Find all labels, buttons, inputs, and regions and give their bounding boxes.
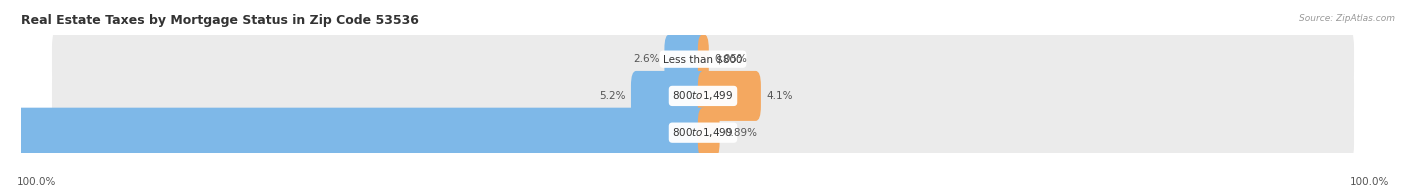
FancyBboxPatch shape — [697, 71, 761, 121]
FancyBboxPatch shape — [52, 63, 1354, 129]
Text: 0.05%: 0.05% — [714, 54, 747, 64]
Text: Less than $800: Less than $800 — [664, 54, 742, 64]
Text: $800 to $1,499: $800 to $1,499 — [672, 89, 734, 103]
FancyBboxPatch shape — [631, 71, 709, 121]
FancyBboxPatch shape — [697, 34, 709, 84]
Text: 100.0%: 100.0% — [17, 177, 56, 187]
Text: 2.6%: 2.6% — [633, 54, 659, 64]
Text: 0.89%: 0.89% — [724, 128, 758, 138]
FancyBboxPatch shape — [0, 108, 709, 158]
FancyBboxPatch shape — [665, 34, 709, 84]
FancyBboxPatch shape — [697, 108, 720, 158]
Text: 100.0%: 100.0% — [1350, 177, 1389, 187]
Text: Source: ZipAtlas.com: Source: ZipAtlas.com — [1299, 14, 1395, 23]
Text: Real Estate Taxes by Mortgage Status in Zip Code 53536: Real Estate Taxes by Mortgage Status in … — [21, 14, 419, 27]
FancyBboxPatch shape — [52, 99, 1354, 166]
Text: 4.1%: 4.1% — [766, 91, 793, 101]
Text: $800 to $1,499: $800 to $1,499 — [672, 126, 734, 139]
FancyBboxPatch shape — [52, 26, 1354, 93]
Text: 5.2%: 5.2% — [599, 91, 626, 101]
